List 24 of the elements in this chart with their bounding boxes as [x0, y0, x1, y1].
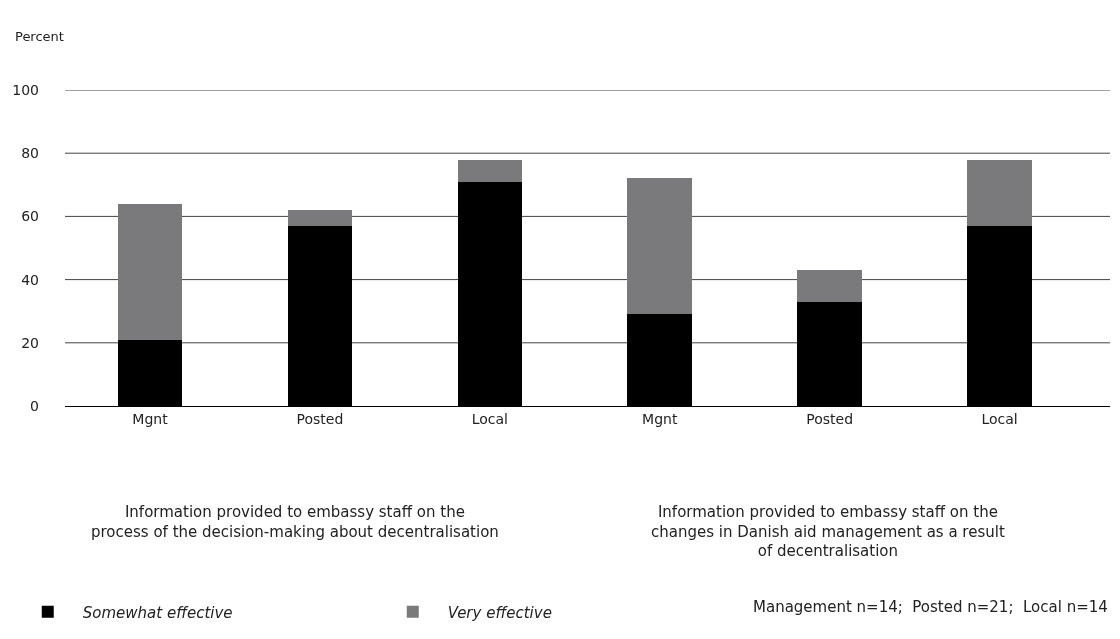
x-tick-label: Mgnt	[132, 410, 169, 427]
x-tick-label: Posted	[296, 410, 344, 427]
legend-label: Very effective	[447, 603, 552, 622]
bar	[967, 159, 1032, 226]
bar	[287, 210, 353, 226]
x-tick-label: Local	[471, 410, 508, 427]
text: Information provided to embassy staff on the process of the decision-making about decentralisation	[91, 503, 499, 541]
text: Information provided to embassy staff on the changes in Danish aid management as a result of decentralisation	[651, 503, 1005, 560]
bar	[797, 270, 862, 302]
bar	[117, 203, 183, 340]
y-tick-label: 40	[21, 271, 39, 288]
x-tick-label: Local	[981, 410, 1018, 427]
y-axis-title: Percent	[15, 29, 64, 44]
y-tick-label: 100	[12, 81, 39, 98]
legend-label: Somewhat effective	[82, 603, 233, 622]
y-tick-label: 60	[21, 208, 39, 225]
y-tick-label: 80	[21, 145, 39, 162]
x-tick-label: Mgnt	[642, 410, 678, 427]
y-tick-label: 20	[21, 334, 39, 351]
bar	[457, 159, 523, 182]
text: Management n=14; Posted n=21; Local n=14	[753, 598, 1108, 616]
x-tick-label: Posted	[806, 410, 854, 427]
bar	[627, 178, 692, 315]
y-tick-label: 0	[30, 397, 39, 414]
